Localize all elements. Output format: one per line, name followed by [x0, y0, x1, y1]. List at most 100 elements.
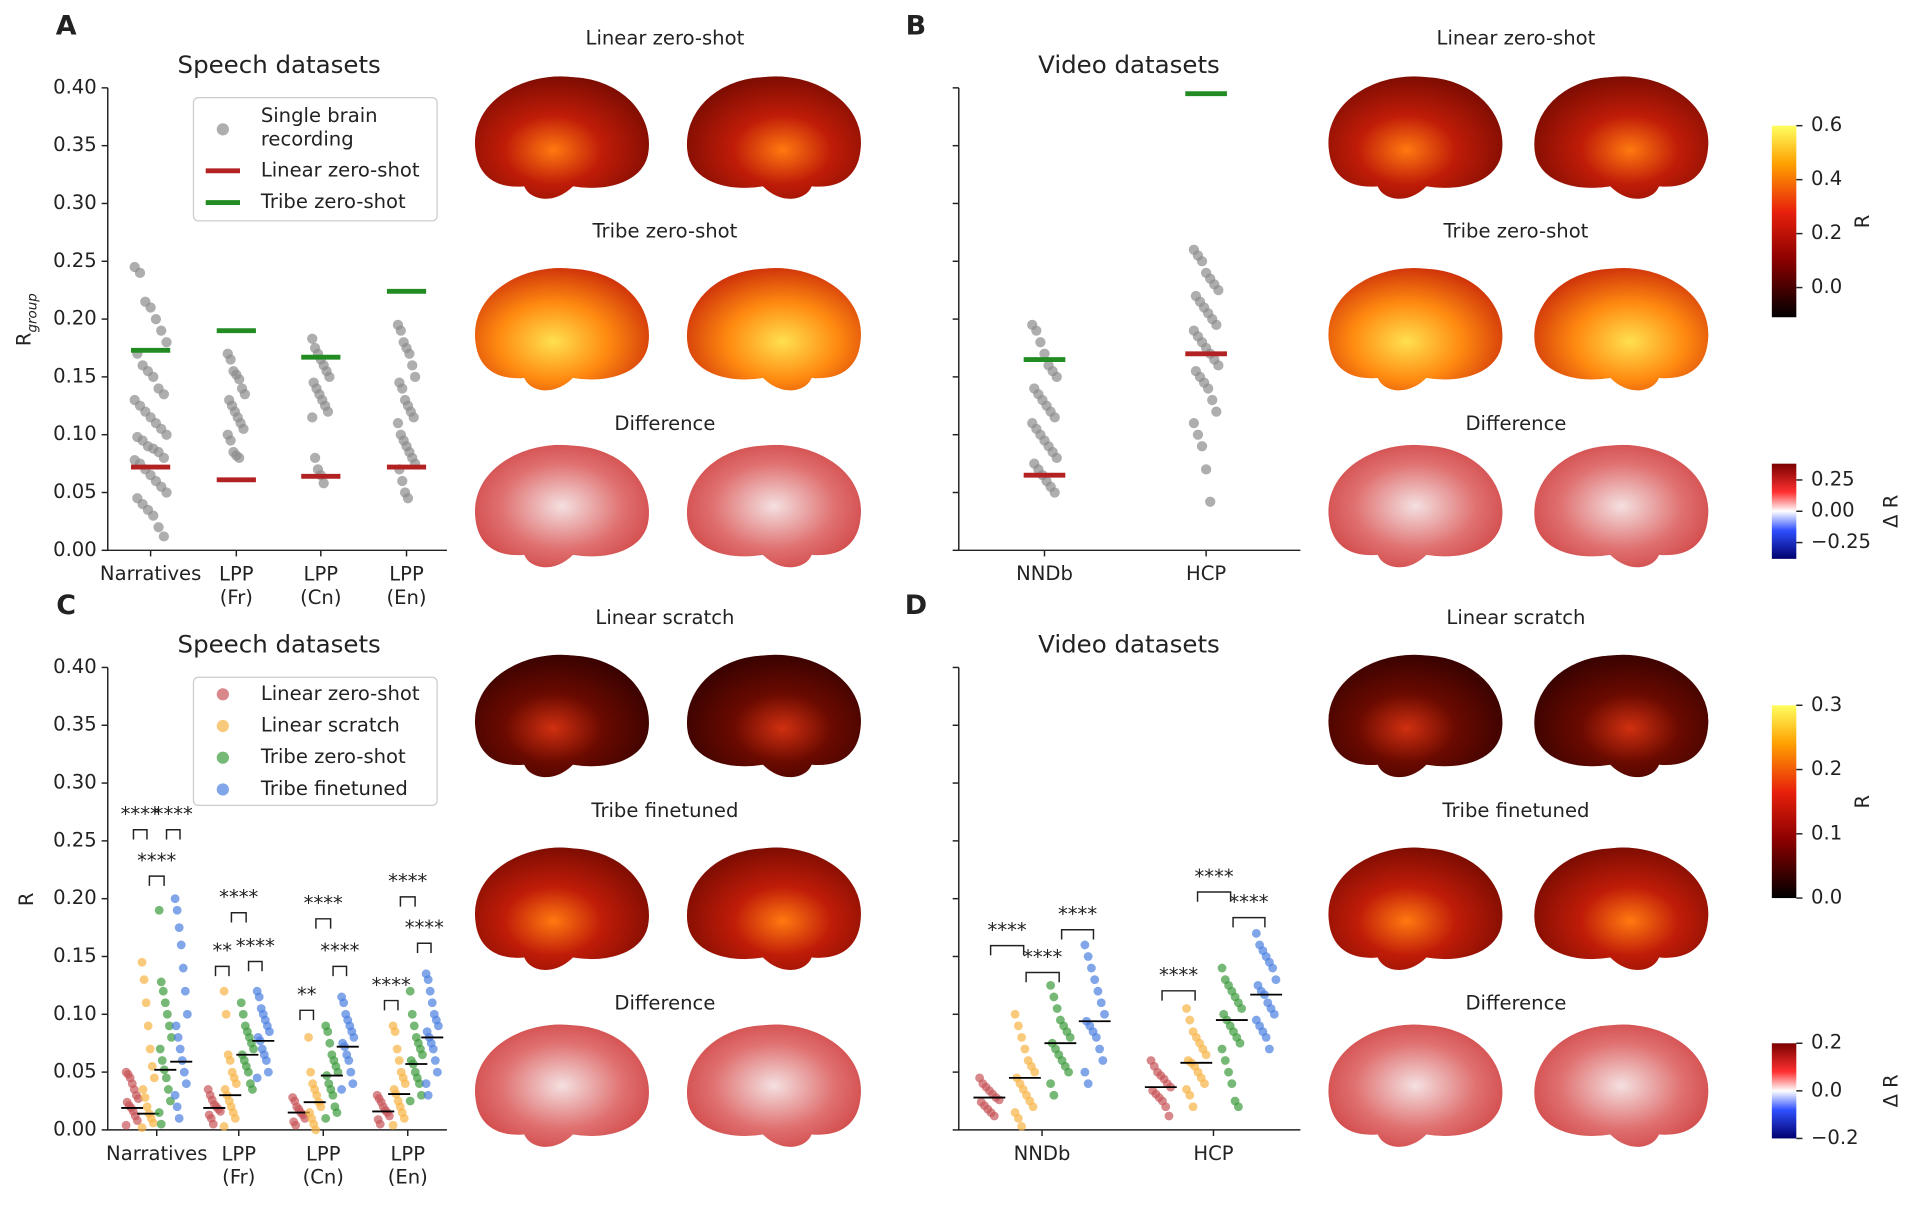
significance-label: ****: [1159, 964, 1198, 987]
data-point: [134, 267, 146, 278]
data-point: [219, 1122, 229, 1131]
legend-label: Single brain recording: [261, 103, 378, 149]
data-point: [1090, 975, 1100, 985]
significance-label: ****: [1058, 903, 1097, 926]
data-point: [1017, 1033, 1027, 1042]
panel-letter: B: [906, 10, 927, 41]
y-tick-label: 0.20: [53, 886, 97, 909]
data-point: [177, 1056, 187, 1065]
data-point: [1049, 1090, 1059, 1100]
data-point: [1096, 998, 1106, 1008]
data-point: [432, 1067, 442, 1077]
data-point: [156, 1119, 166, 1129]
data-point: [154, 905, 164, 915]
data-point: [263, 1067, 273, 1077]
map-title: Linear zero-shot: [586, 27, 745, 50]
data-point: [163, 1085, 173, 1094]
data-point: [161, 1073, 171, 1083]
significance-bracket: [1161, 990, 1196, 1001]
data-point: [148, 371, 159, 383]
data-point: [397, 475, 408, 487]
data-point: [254, 992, 264, 1002]
data-point: [138, 1085, 148, 1094]
map-title: Tribe finetuned: [1441, 799, 1589, 822]
colorbar-label: Δ R: [1879, 1074, 1902, 1108]
data-point: [173, 1033, 183, 1042]
data-point: [1203, 383, 1214, 394]
colorbar-tick-label: 0.0: [1811, 1078, 1842, 1101]
map-title: Difference: [1465, 412, 1566, 435]
significance-bracket: [399, 896, 416, 907]
brain-map: [686, 1023, 862, 1148]
data-point: [346, 1067, 356, 1077]
significance-label: ****: [137, 849, 176, 872]
data-point: [174, 923, 184, 932]
y-tick-label: 0.25: [53, 249, 97, 272]
data-point: [176, 940, 186, 950]
data-point: [1049, 412, 1060, 423]
significance-label: ****: [219, 886, 258, 909]
data-point: [132, 1116, 142, 1126]
data-point: [148, 1118, 158, 1128]
brain-map: [686, 75, 862, 200]
data-point: [150, 313, 162, 325]
x-tick-label: HCP: [1186, 562, 1226, 585]
chart-title: Speech datasets: [178, 630, 381, 659]
brain-map: [1327, 654, 1503, 778]
data-point: [158, 986, 168, 996]
y-axis-label-sub: group: [25, 293, 40, 332]
x-tick-label: LPP (Fr): [219, 562, 254, 608]
data-point: [1205, 496, 1216, 507]
data-point: [333, 1067, 343, 1077]
data-point: [428, 1044, 438, 1054]
data-point: [1083, 952, 1093, 961]
panel-letter: C: [56, 590, 76, 621]
map-title: Linear scratch: [595, 606, 734, 629]
x-tick-label: Narratives: [106, 1142, 207, 1165]
data-point: [139, 975, 149, 985]
data-point: [149, 1073, 159, 1083]
y-tick-label: 0.10: [53, 422, 97, 445]
data-point: [1220, 1056, 1230, 1065]
data-point: [145, 1044, 155, 1054]
data-point: [249, 1044, 258, 1054]
significance-bracket: [247, 960, 263, 972]
data-point: [225, 354, 236, 365]
chart-title: Video datasets: [1038, 630, 1220, 659]
colorbar-tick-label: 0.6: [1811, 113, 1842, 136]
significance-label: ****: [1229, 890, 1268, 913]
colorbar-tick-label: 0.0: [1811, 275, 1842, 298]
data-point: [145, 302, 156, 313]
brain-map: [1533, 1023, 1709, 1148]
data-point: [164, 1021, 174, 1031]
data-point: [291, 1120, 301, 1130]
data-point: [425, 986, 435, 996]
data-point: [219, 986, 229, 996]
significance-bracket: [315, 918, 332, 929]
data-point: [1271, 975, 1281, 985]
data-point: [390, 1027, 400, 1037]
data-point: [1213, 360, 1224, 371]
data-point: [147, 1061, 157, 1071]
data-point: [236, 998, 246, 1008]
data-point: [1261, 1033, 1271, 1042]
data-point: [1227, 1079, 1237, 1089]
legend-label: Tribe zero-shot: [260, 190, 406, 213]
data-point: [395, 325, 406, 336]
data-point: [388, 1120, 398, 1130]
brain-map: [1327, 75, 1503, 200]
data-point: [1235, 1038, 1245, 1048]
data-point: [323, 1027, 333, 1037]
legend-marker: [216, 123, 229, 136]
significance-label: ****: [320, 939, 359, 962]
data-point: [1251, 928, 1261, 938]
significance-bracket: [1196, 891, 1232, 902]
data-point: [404, 348, 415, 359]
brain-map: [474, 267, 650, 391]
data-point: [155, 1044, 165, 1054]
data-point: [1211, 319, 1222, 330]
data-point: [1201, 1050, 1211, 1060]
significance-bracket: [299, 1009, 315, 1021]
